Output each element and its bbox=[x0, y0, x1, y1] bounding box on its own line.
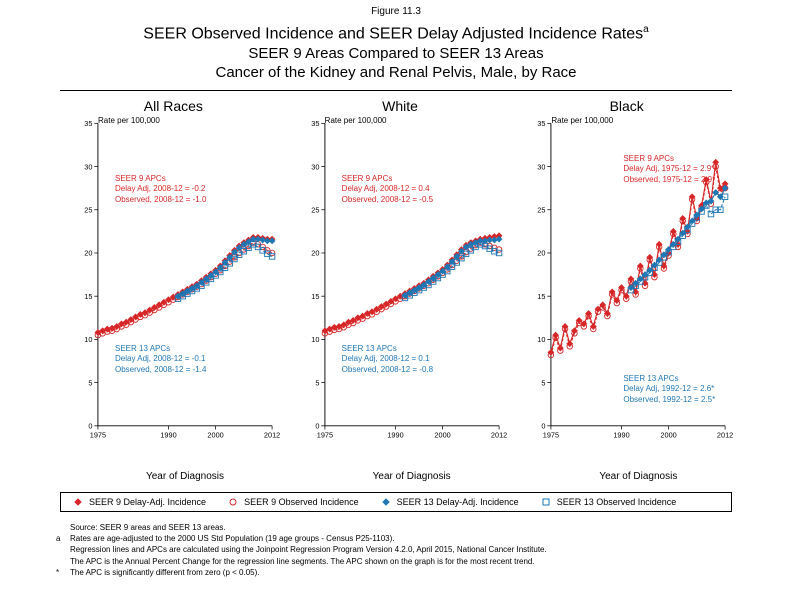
svg-text:35: 35 bbox=[311, 119, 319, 128]
svg-text:20: 20 bbox=[311, 249, 319, 258]
seer13-apc-annotation: SEER 13 APCsDelay Adj, 2008-12 = -0.1Obs… bbox=[115, 344, 206, 375]
panel-white: WhiteRate per 100,0000510152025303519751… bbox=[287, 94, 514, 484]
svg-text:10: 10 bbox=[84, 335, 92, 344]
footnote-marker-a: a bbox=[56, 533, 60, 544]
svg-text:2012: 2012 bbox=[717, 431, 733, 440]
svg-text:35: 35 bbox=[538, 119, 546, 128]
title-line-2: SEER 9 Areas Compared to SEER 13 Areas bbox=[0, 45, 792, 62]
legend-label: SEER 13 Delay-Adj. Incidence bbox=[397, 497, 519, 507]
svg-text:1990: 1990 bbox=[614, 431, 630, 440]
seer9-apc-annotation: SEER 9 APCsDelay Adj, 1975-12 = 2.9*Obse… bbox=[623, 154, 715, 185]
svg-text:30: 30 bbox=[538, 162, 546, 171]
figure-number: Figure 11.3 bbox=[0, 6, 792, 17]
svg-text:10: 10 bbox=[538, 335, 546, 344]
legend-item: SEER 13 Delay-Adj. Incidence bbox=[379, 497, 519, 507]
legend-marker-icon bbox=[379, 497, 393, 507]
title-rule bbox=[60, 90, 732, 91]
footnote-star: The APC is significantly different from … bbox=[70, 568, 260, 577]
title-super-a: a bbox=[643, 24, 649, 35]
legend-item: SEER 13 Observed Incidence bbox=[539, 497, 677, 507]
svg-text:25: 25 bbox=[84, 206, 92, 215]
figure-container: Figure 11.3 SEER Observed Incidence and … bbox=[0, 0, 792, 612]
footnote-regression: Regression lines and APCs are calculated… bbox=[70, 545, 547, 554]
svg-text:1975: 1975 bbox=[543, 431, 559, 440]
footnotes: Source: SEER 9 areas and SEER 13 areas. … bbox=[70, 522, 740, 578]
svg-text:2000: 2000 bbox=[661, 431, 677, 440]
legend-box: SEER 9 Delay-Adj. Incidence SEER 9 Observ… bbox=[60, 492, 732, 512]
svg-text:30: 30 bbox=[311, 162, 319, 171]
svg-text:20: 20 bbox=[538, 249, 546, 258]
chart-plot: 051015202530351975199020002012 bbox=[317, 116, 507, 446]
title-block: SEER Observed Incidence and SEER Delay A… bbox=[0, 24, 792, 81]
footnote-source: Source: SEER 9 areas and SEER 13 areas. bbox=[70, 523, 226, 532]
svg-text:0: 0 bbox=[88, 422, 92, 431]
footnote-apc: The APC is the Annual Percent Change for… bbox=[70, 557, 535, 566]
svg-text:15: 15 bbox=[84, 292, 92, 301]
svg-text:5: 5 bbox=[315, 378, 319, 387]
panel-all-races: All RacesRate per 100,000051015202530351… bbox=[60, 94, 287, 484]
title-line-1-text: SEER Observed Incidence and SEER Delay A… bbox=[143, 25, 643, 42]
svg-text:2012: 2012 bbox=[264, 431, 280, 440]
svg-text:5: 5 bbox=[88, 378, 92, 387]
seer13-apc-annotation: SEER 13 APCsDelay Adj, 2008-12 = 0.1Obse… bbox=[342, 344, 433, 375]
svg-text:15: 15 bbox=[311, 292, 319, 301]
footnote-marker-star: * bbox=[56, 567, 59, 578]
legend-marker-icon bbox=[71, 497, 85, 507]
svg-text:35: 35 bbox=[84, 119, 92, 128]
x-axis-label: Year of Diagnosis bbox=[543, 471, 733, 482]
legend-label: SEER 9 Observed Incidence bbox=[244, 497, 359, 507]
x-axis-label: Year of Diagnosis bbox=[317, 471, 507, 482]
svg-text:2000: 2000 bbox=[434, 431, 450, 440]
legend-item: SEER 9 Delay-Adj. Incidence bbox=[71, 497, 206, 507]
svg-text:1975: 1975 bbox=[90, 431, 106, 440]
svg-text:1990: 1990 bbox=[387, 431, 403, 440]
panels-row: All RacesRate per 100,000051015202530351… bbox=[60, 94, 740, 484]
svg-text:5: 5 bbox=[542, 378, 546, 387]
chart-plot: 051015202530351975199020002012 bbox=[90, 116, 280, 446]
svg-text:1990: 1990 bbox=[160, 431, 176, 440]
legend-marker-icon bbox=[226, 497, 240, 507]
panel-title: White bbox=[287, 98, 514, 114]
legend-item: SEER 9 Observed Incidence bbox=[226, 497, 359, 507]
svg-text:0: 0 bbox=[542, 422, 546, 431]
panel-title: All Races bbox=[60, 98, 287, 114]
svg-text:25: 25 bbox=[311, 206, 319, 215]
panel-title: Black bbox=[513, 98, 740, 114]
seer9-apc-annotation: SEER 9 APCsDelay Adj, 2008-12 = -0.2Obse… bbox=[115, 174, 206, 205]
svg-text:20: 20 bbox=[84, 249, 92, 258]
title-line-3: Cancer of the Kidney and Renal Pelvis, M… bbox=[0, 64, 792, 81]
svg-text:1975: 1975 bbox=[316, 431, 332, 440]
legend-label: SEER 9 Delay-Adj. Incidence bbox=[89, 497, 206, 507]
panel-black: BlackRate per 100,0000510152025303519751… bbox=[513, 94, 740, 484]
legend-label: SEER 13 Observed Incidence bbox=[557, 497, 677, 507]
title-line-1: SEER Observed Incidence and SEER Delay A… bbox=[0, 24, 792, 43]
x-axis-label: Year of Diagnosis bbox=[90, 471, 280, 482]
svg-text:10: 10 bbox=[311, 335, 319, 344]
svg-text:25: 25 bbox=[538, 206, 546, 215]
legend-marker-icon bbox=[539, 497, 553, 507]
svg-text:2012: 2012 bbox=[491, 431, 507, 440]
svg-text:2000: 2000 bbox=[207, 431, 223, 440]
seer9-apc-annotation: SEER 9 APCsDelay Adj, 2008-12 = 0.4Obser… bbox=[342, 174, 433, 205]
svg-text:30: 30 bbox=[84, 162, 92, 171]
footnote-a: Rates are age-adjusted to the 2000 US St… bbox=[70, 534, 395, 543]
svg-text:0: 0 bbox=[315, 422, 319, 431]
svg-text:15: 15 bbox=[538, 292, 546, 301]
seer13-apc-annotation: SEER 13 APCsDelay Adj, 1992-12 = 2.6*Obs… bbox=[623, 374, 715, 405]
